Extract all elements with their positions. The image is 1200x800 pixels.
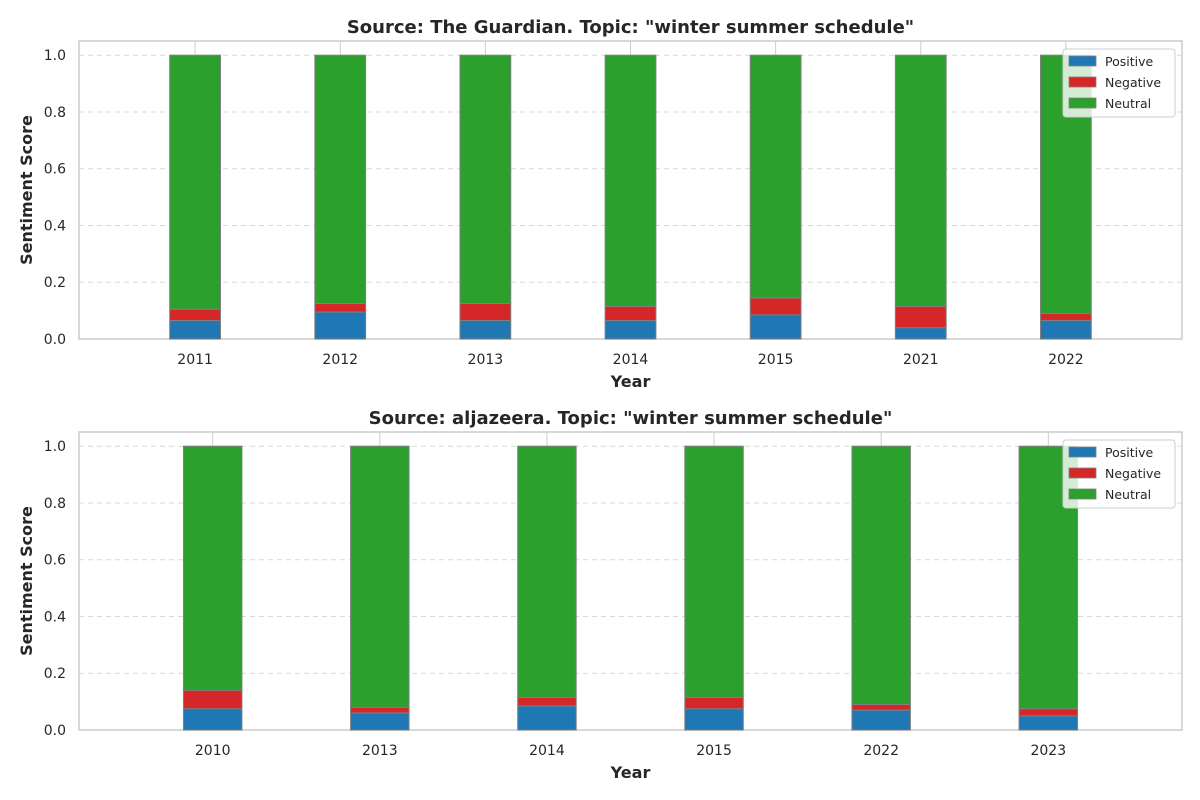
legend-label-negative: Negative [1105,466,1161,481]
bar-positive-2015 [684,708,744,731]
y-tick-label: 0.2 [44,275,66,291]
legend-swatch-neutral [1068,488,1097,500]
x-tick-label: 2014 [613,352,649,368]
y-tick-label: 1.0 [44,48,66,64]
bar-positive-2014 [604,320,657,340]
legend-swatch-positive [1068,55,1097,67]
legend: Positive Negative Neutral [1062,48,1176,118]
bar-negative-2014 [604,305,657,322]
y-tick-label: 0.6 [44,162,66,178]
x-tick-label: 2021 [903,352,939,368]
legend-label-negative: Negative [1105,75,1161,90]
bar-positive-2010 [182,708,243,731]
bar-positive-2011 [169,320,222,340]
bar-negative-2015 [684,696,744,710]
x-tick-label: 2022 [1048,352,1084,368]
bar-negative-2012 [314,303,367,313]
y-axis-label: Sentiment Score [17,506,36,656]
chart-title: Source: aljazeera. Topic: "winter summer… [369,408,893,429]
legend-label-neutral: Neutral [1105,96,1151,111]
x-tick-label: 2014 [529,743,565,759]
x-tick-label: 2023 [1030,743,1066,759]
bar-neutral-2022 [851,445,911,705]
y-tick-label: 0.4 [44,218,66,234]
bar-neutral-2013 [459,54,512,305]
bar-positive-2014 [517,705,577,731]
bar-neutral-2012 [314,54,367,305]
bar-negative-2023 [1018,708,1079,717]
bar-negative-2014 [517,696,577,707]
bar-negative-2022 [851,703,911,711]
bar-neutral-2014 [604,54,657,307]
x-axis-label: Year [610,372,651,391]
x-tick-label: 2011 [177,352,213,368]
bar-neutral-2010 [182,445,243,691]
bar-positive-2023 [1018,715,1079,731]
y-tick-label: 0.0 [44,723,66,739]
bar-positive-2013 [350,712,410,731]
y-tick-label: 0.2 [44,666,66,682]
bar-neutral-2015 [684,445,744,698]
y-tick-label: 1.0 [44,439,66,455]
legend-swatch-neutral [1068,97,1097,109]
legend-label-neutral: Neutral [1105,487,1151,502]
x-tick-label: 2022 [863,743,899,759]
x-tick-label: 2015 [758,352,794,368]
y-tick-label: 0.4 [44,609,66,625]
legend-swatch-negative [1068,76,1097,88]
legend-label-positive: Positive [1105,445,1153,460]
bar-neutral-2011 [169,54,222,310]
x-tick-label: 2013 [362,743,398,759]
bar-negative-2021 [894,305,947,329]
bar-negative-2011 [169,308,222,322]
y-tick-label: 0.8 [44,496,66,512]
bar-negative-2015 [749,297,802,316]
bar-neutral-2013 [350,445,410,708]
x-tick-label: 2013 [468,352,504,368]
bar-positive-2012 [314,311,367,340]
y-tick-label: 0.8 [44,105,66,121]
y-axis-label: Sentiment Score [17,115,36,265]
chart-panel-2: 0.0 0.2 0.4 0.6 0.8 1.0 2010 2013 2014 2015 2022 20… [17,408,1183,782]
bar-positive-2022 [1039,320,1092,340]
bar-positive-2015 [749,314,802,340]
bar-neutral-2015 [749,54,802,299]
y-tick-label: 0.6 [44,553,66,569]
legend-swatch-negative [1068,467,1097,479]
x-tick-label: 2012 [322,352,358,368]
bar-positive-2013 [459,320,512,340]
x-tick-label: 2015 [696,743,732,759]
x-axis-label: Year [610,763,651,782]
legend-label-positive: Positive [1105,54,1153,69]
bar-negative-2013 [459,303,512,322]
bar-negative-2010 [182,689,243,710]
bar-neutral-2021 [894,54,947,307]
y-tick-label: 0.0 [44,332,66,348]
x-tick-label: 2010 [195,743,231,759]
chart-title: Source: The Guardian. Topic: "winter sum… [347,17,914,38]
plot-frame [78,431,1183,731]
bar-negative-2013 [350,706,410,714]
bar-negative-2022 [1039,312,1092,322]
chart-panel-1: 0.0 0.2 0.4 0.6 0.8 1.0 2011 2012 2013 2014 2015 20… [17,17,1183,391]
legend: Positive Negative Neutral [1062,439,1176,509]
bar-positive-2021 [894,327,947,340]
legend-swatch-positive [1068,446,1097,458]
bar-neutral-2014 [517,445,577,698]
bar-positive-2022 [851,709,911,731]
